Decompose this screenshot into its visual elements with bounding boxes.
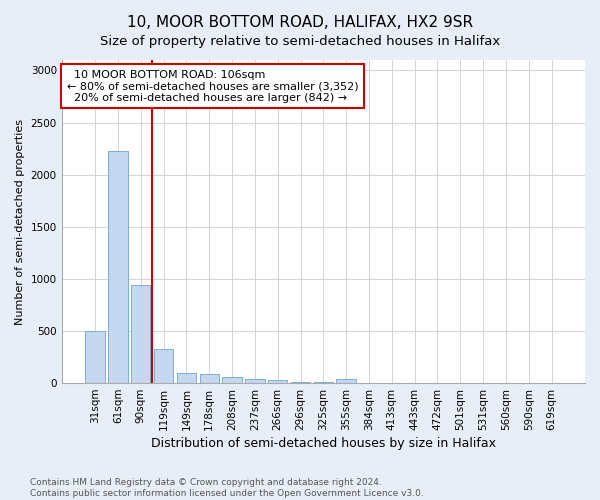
Bar — [85, 331, 105, 383]
Text: 10 MOOR BOTTOM ROAD: 106sqm
← 80% of semi-detached houses are smaller (3,352)
  : 10 MOOR BOTTOM ROAD: 106sqm ← 80% of sem… — [67, 70, 359, 103]
Bar — [154, 348, 173, 383]
Bar — [223, 378, 242, 383]
Bar — [177, 373, 196, 383]
Bar — [108, 150, 128, 383]
Bar — [131, 285, 151, 383]
Bar — [337, 379, 356, 383]
Bar — [314, 382, 333, 383]
Y-axis label: Number of semi-detached properties: Number of semi-detached properties — [15, 118, 25, 324]
Bar — [200, 374, 219, 383]
Text: Size of property relative to semi-detached houses in Halifax: Size of property relative to semi-detach… — [100, 35, 500, 48]
Bar — [268, 380, 287, 383]
Text: 10, MOOR BOTTOM ROAD, HALIFAX, HX2 9SR: 10, MOOR BOTTOM ROAD, HALIFAX, HX2 9SR — [127, 15, 473, 30]
Bar — [291, 382, 310, 383]
X-axis label: Distribution of semi-detached houses by size in Halifax: Distribution of semi-detached houses by … — [151, 437, 496, 450]
Bar — [245, 380, 265, 383]
Text: Contains HM Land Registry data © Crown copyright and database right 2024.
Contai: Contains HM Land Registry data © Crown c… — [30, 478, 424, 498]
